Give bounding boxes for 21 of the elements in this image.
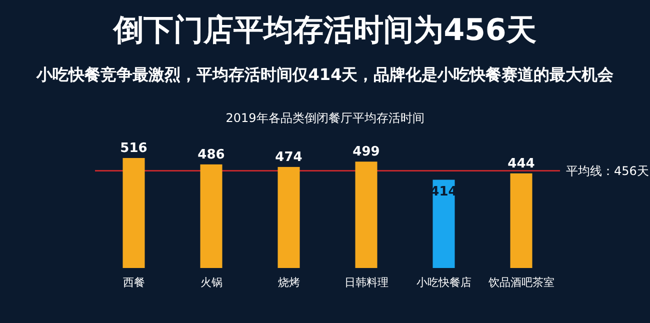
ref-line-label: 平均线：456天 xyxy=(566,164,649,178)
chart-title: 倒下门店平均存活时间为456天 xyxy=(112,13,536,48)
bar xyxy=(278,166,300,268)
data-label: 516 xyxy=(120,141,148,156)
x-tick-label: 烧烤 xyxy=(278,276,300,289)
x-tick-label: 小吃快餐店 xyxy=(416,276,472,289)
x-tick-label: 西餐 xyxy=(122,276,145,289)
bar xyxy=(200,164,222,268)
bar xyxy=(510,173,532,268)
text: 2019年各品类倒闭餐厅平均存活时间 xyxy=(226,111,424,125)
bar xyxy=(432,180,455,268)
bar xyxy=(355,162,378,268)
data-label: 499 xyxy=(352,144,380,160)
x-tick-label: 饮品酒吧茶室 xyxy=(487,276,554,289)
x-tick-label: 火锅 xyxy=(200,276,222,289)
data-label: 474 xyxy=(275,150,302,165)
chart-subtitle: 小吃快餐竞争最激烈，平均存活时间仅414天，品牌化是小吃快餐赛道的最大机会 xyxy=(35,65,615,84)
x-tick-label: 日韩料理 xyxy=(344,276,388,289)
bar xyxy=(122,158,145,268)
data-label: 486 xyxy=(198,147,225,162)
data-label: 444 xyxy=(508,156,535,172)
